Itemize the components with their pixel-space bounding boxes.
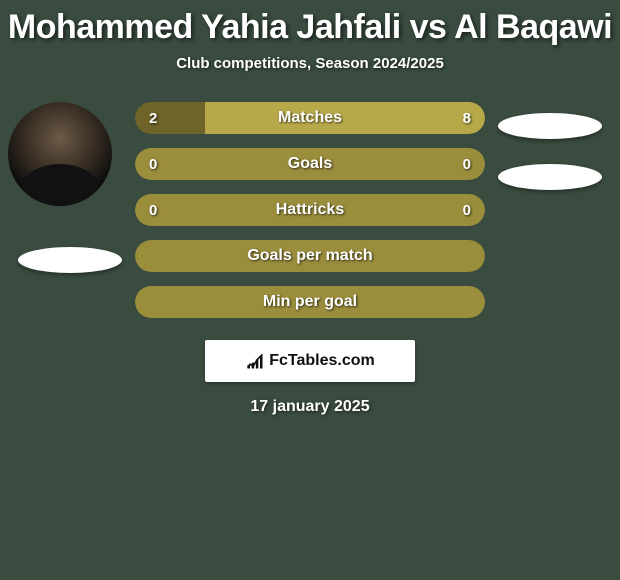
source-logo[interactable]: FcTables.com bbox=[205, 340, 415, 382]
source-logo-text: FcTables.com bbox=[269, 352, 375, 370]
comparison-date: 17 january 2025 bbox=[0, 398, 620, 416]
stats-list: Matches28Goals00Hattricks00Goals per mat… bbox=[135, 102, 485, 318]
stat-bar: Min per goal bbox=[135, 286, 485, 318]
stat-bar: Goals0 0 bbox=[135, 148, 485, 180]
stat-label: Hattricks bbox=[135, 194, 485, 226]
stat-label: Goals per match bbox=[135, 240, 485, 272]
stat-value-right: 0 bbox=[463, 148, 471, 180]
header: Mohammed Yahia Jahfali vs Al Baqawi Club… bbox=[0, 0, 620, 72]
player-left-team-badge bbox=[18, 247, 122, 273]
comparison-subtitle: Club competitions, Season 2024/2025 bbox=[0, 55, 620, 72]
stat-label: Min per goal bbox=[135, 286, 485, 318]
stat-bar: Goals per match bbox=[135, 240, 485, 272]
player-left-avatar bbox=[8, 102, 112, 206]
player-right-team-badge-2 bbox=[498, 164, 602, 190]
main-content: Matches28Goals00Hattricks00Goals per mat… bbox=[0, 102, 620, 416]
stat-value-left: 2 bbox=[149, 102, 157, 134]
stat-value-right: 8 bbox=[463, 102, 471, 134]
stat-label: Goals bbox=[135, 148, 485, 180]
stat-value-left: 0 bbox=[149, 194, 157, 226]
stat-value-left: 0 bbox=[149, 148, 157, 180]
player-right-team-badge-1 bbox=[498, 113, 602, 139]
stat-bar: Hattricks0 0 bbox=[135, 194, 485, 226]
stat-label: Matches bbox=[135, 102, 485, 134]
stat-value-right: 0 bbox=[463, 194, 471, 226]
stat-bar: Matches2 8 bbox=[135, 102, 485, 134]
chart-icon bbox=[245, 351, 265, 371]
comparison-title: Mohammed Yahia Jahfali vs Al Baqawi bbox=[0, 8, 620, 47]
